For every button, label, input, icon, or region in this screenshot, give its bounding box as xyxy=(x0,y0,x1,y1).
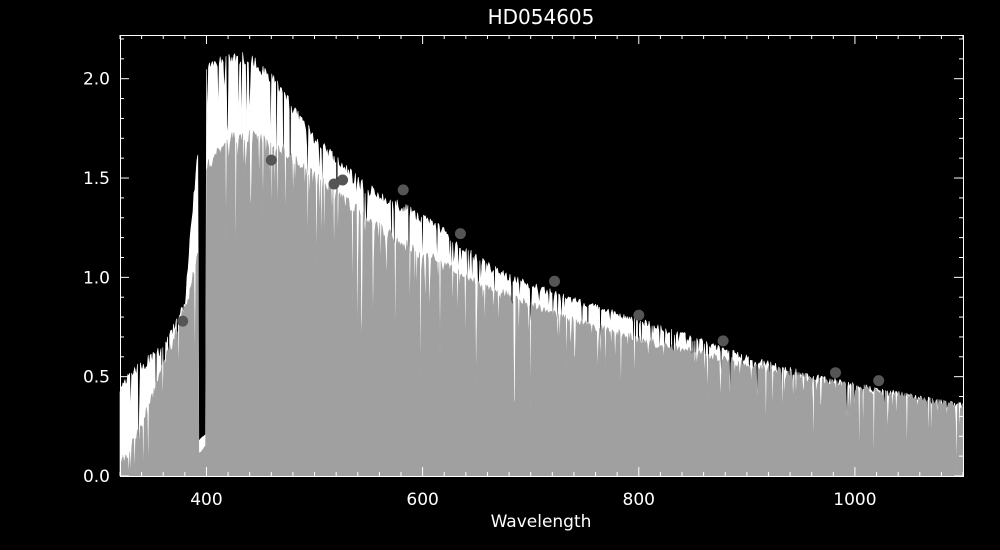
data-point xyxy=(397,184,409,196)
y-tick-label: 1.0 xyxy=(83,268,110,288)
y-tick-label: 0.0 xyxy=(83,467,110,487)
x-tick-label: 600 xyxy=(406,490,438,510)
data-point xyxy=(873,375,885,387)
chart-title: HD054605 xyxy=(488,5,595,29)
data-point xyxy=(454,228,466,240)
x-tick-label: 1000 xyxy=(833,490,876,510)
plot-frame xyxy=(120,35,964,477)
y-tick-label: 0.5 xyxy=(83,368,110,388)
data-point xyxy=(549,275,560,287)
data-point xyxy=(177,315,189,327)
x-axis-label: Wavelength xyxy=(491,512,592,532)
data-point xyxy=(717,335,729,347)
data-point xyxy=(633,309,645,321)
data-point xyxy=(337,174,349,186)
spectrum-lower-spectrum xyxy=(119,130,964,477)
data-point xyxy=(830,367,841,379)
data-point xyxy=(328,178,340,190)
data-point xyxy=(265,154,277,166)
x-tick-label: 400 xyxy=(190,490,222,510)
axis-ticks xyxy=(119,35,964,477)
y-tick-label: 1.5 xyxy=(83,169,110,189)
plot-area xyxy=(119,52,964,477)
y-tick-label: 2.0 xyxy=(83,70,110,90)
tick-labels: 400 600 800 1000 0.0 0.5 1.0 1.5 2.0 xyxy=(83,70,877,510)
x-tick-label: 800 xyxy=(623,490,655,510)
